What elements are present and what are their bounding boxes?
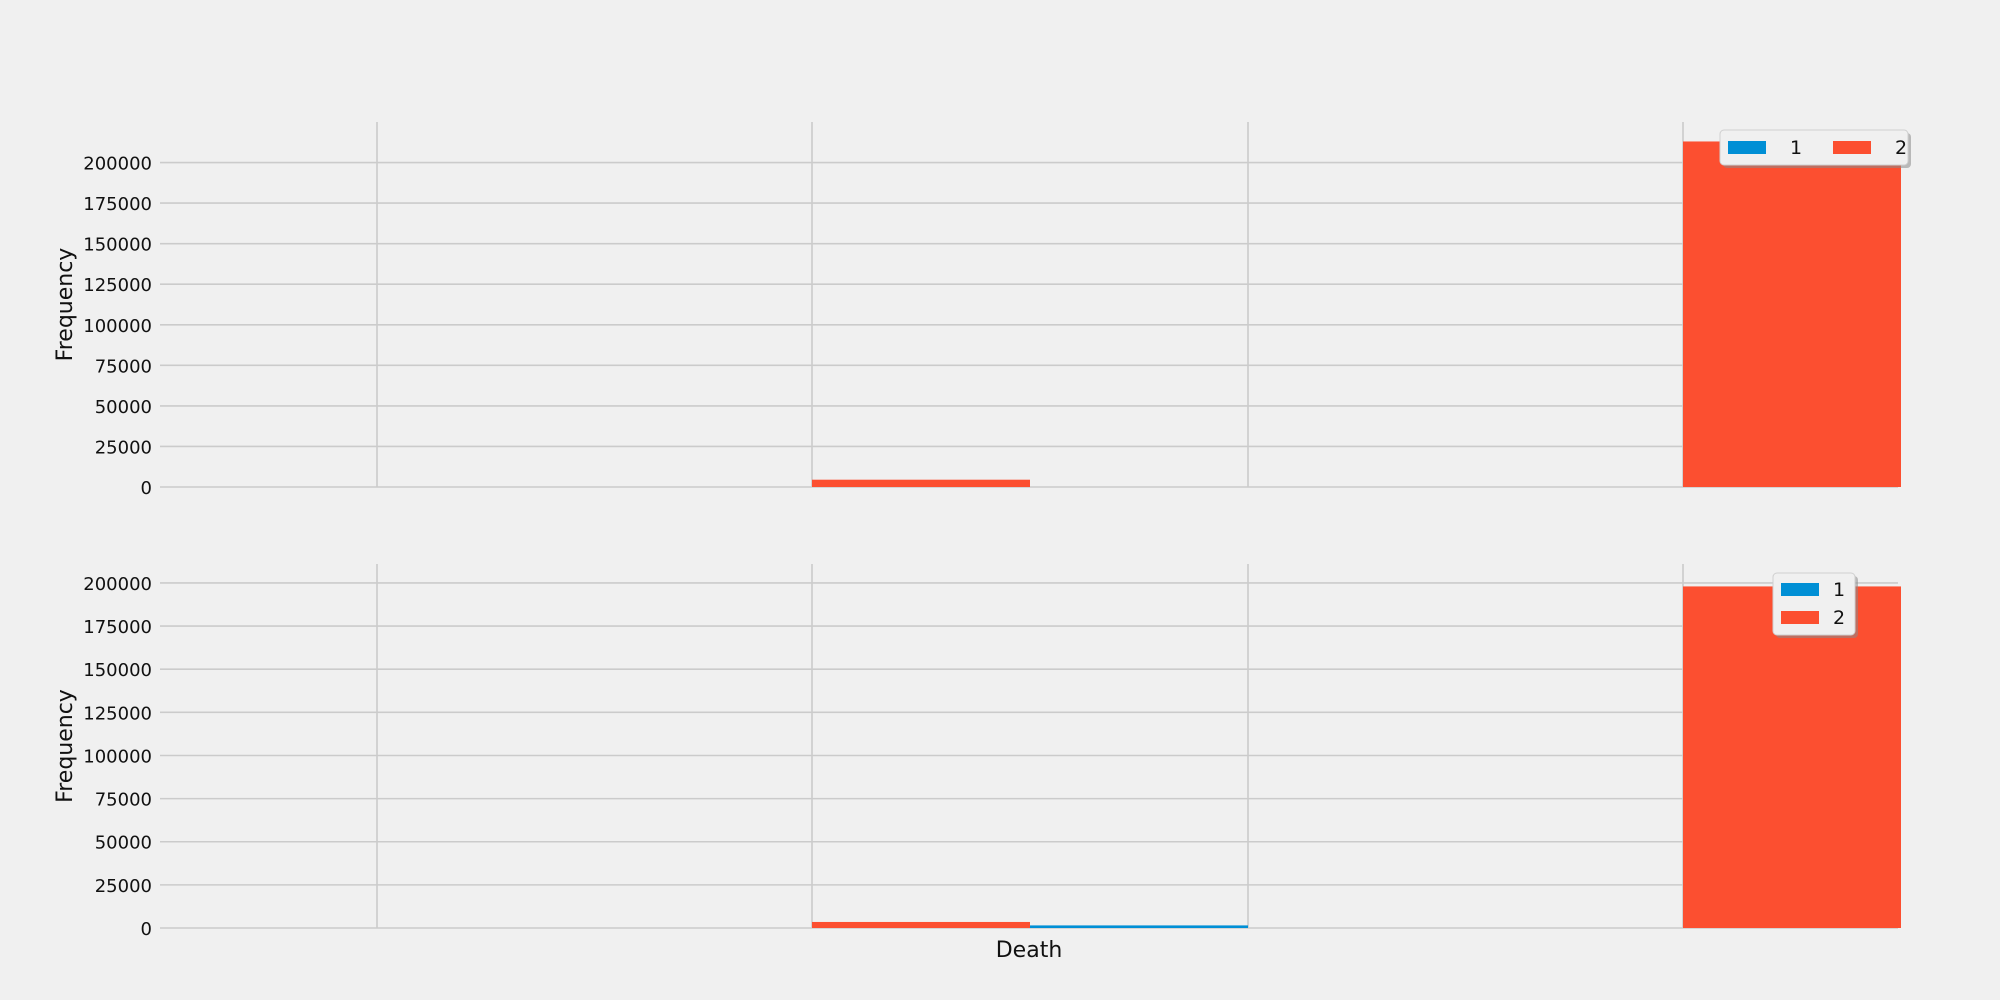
y-tick-label: 25000 [95, 876, 152, 897]
y-tick-label: 125000 [83, 275, 152, 296]
y-tick-label: 150000 [83, 660, 152, 681]
y-tick-label: 200000 [83, 574, 152, 595]
legend-label: 2 [1833, 607, 1845, 629]
bar-2 [812, 479, 1030, 487]
y-tick-label: 75000 [95, 790, 152, 811]
legend: 12 [1772, 572, 1858, 638]
y-tick-label: 50000 [95, 397, 152, 418]
y-tick-label: 175000 [83, 194, 152, 215]
bottom-bar-chart: 0 25000 50000 75000 100000 125000 150000 175000… [53, 564, 1901, 963]
y-tick-label: 75000 [95, 356, 152, 377]
y-tick-label: 175000 [83, 617, 152, 638]
y-tick-label: 100000 [83, 746, 152, 767]
y-axis-label: Frequency [53, 689, 78, 803]
legend-swatch [1728, 141, 1766, 154]
bar-2 [812, 921, 1030, 928]
bar-1 [1030, 925, 1248, 928]
legend-label: 1 [1833, 579, 1845, 601]
bar-2 [1683, 586, 1901, 928]
y-axis-label: Frequency [53, 248, 78, 362]
bar-2 [1683, 141, 1901, 487]
legend-swatch [1781, 583, 1819, 596]
y-tick-label: 0 [141, 478, 152, 499]
legend-frame [1719, 129, 1909, 166]
y-tick-label: 50000 [95, 833, 152, 854]
y-tick-label: 200000 [83, 154, 152, 175]
top-bar-chart: 0 25000 50000 75000 100000 125000 150000 175000… [53, 122, 1911, 499]
x-axis-label: Death [996, 938, 1063, 963]
y-tick-label: 25000 [95, 437, 152, 458]
legend-swatch [1781, 611, 1819, 624]
y-tick-label: 125000 [83, 703, 152, 724]
y-tick-label: 0 [141, 919, 152, 940]
legend-swatch [1833, 141, 1871, 154]
y-tick-label: 150000 [83, 235, 152, 256]
legend-label: 1 [1790, 137, 1802, 159]
legend-label: 2 [1895, 137, 1907, 159]
y-tick-label: 100000 [83, 316, 152, 337]
